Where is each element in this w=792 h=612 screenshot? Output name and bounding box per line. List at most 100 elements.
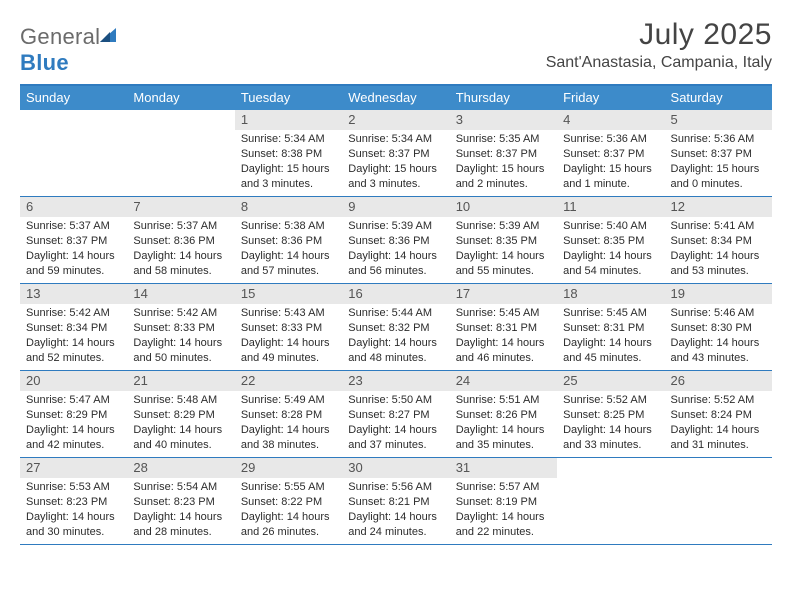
day-body: Sunrise: 5:42 AMSunset: 8:33 PMDaylight:…	[127, 304, 234, 369]
day-sunset: Sunset: 8:37 PM	[671, 147, 766, 162]
day-cell: 5Sunrise: 5:36 AMSunset: 8:37 PMDaylight…	[665, 110, 772, 196]
day-body: Sunrise: 5:41 AMSunset: 8:34 PMDaylight:…	[665, 217, 772, 282]
day-body: Sunrise: 5:34 AMSunset: 8:38 PMDaylight:…	[235, 130, 342, 195]
day-daylight2: and 0 minutes.	[671, 177, 766, 192]
day-sunset: Sunset: 8:23 PM	[26, 495, 121, 510]
day-daylight2: and 45 minutes.	[563, 351, 658, 366]
day-number: 26	[665, 371, 772, 391]
day-cell: 18Sunrise: 5:45 AMSunset: 8:31 PMDayligh…	[557, 284, 664, 370]
day-daylight2: and 54 minutes.	[563, 264, 658, 279]
day-cell: 29Sunrise: 5:55 AMSunset: 8:22 PMDayligh…	[235, 458, 342, 544]
day-cell: 17Sunrise: 5:45 AMSunset: 8:31 PMDayligh…	[450, 284, 557, 370]
day-sunset: Sunset: 8:37 PM	[563, 147, 658, 162]
day-daylight2: and 24 minutes.	[348, 525, 443, 540]
title-block: July 2025 Sant'Anastasia, Campania, Ital…	[546, 18, 772, 72]
day-sunset: Sunset: 8:34 PM	[26, 321, 121, 336]
day-body: Sunrise: 5:42 AMSunset: 8:34 PMDaylight:…	[20, 304, 127, 369]
day-sunrise: Sunrise: 5:48 AM	[133, 393, 228, 408]
day-number: 12	[665, 197, 772, 217]
day-body: Sunrise: 5:35 AMSunset: 8:37 PMDaylight:…	[450, 130, 557, 195]
day-daylight2: and 53 minutes.	[671, 264, 766, 279]
day-cell: 8Sunrise: 5:38 AMSunset: 8:36 PMDaylight…	[235, 197, 342, 283]
day-cell: 12Sunrise: 5:41 AMSunset: 8:34 PMDayligh…	[665, 197, 772, 283]
day-sunset: Sunset: 8:29 PM	[26, 408, 121, 423]
day-daylight1: Daylight: 14 hours	[133, 249, 228, 264]
day-cell	[665, 458, 772, 544]
day-sunrise: Sunrise: 5:44 AM	[348, 306, 443, 321]
day-number: 1	[235, 110, 342, 130]
day-cell	[557, 458, 664, 544]
day-daylight1: Daylight: 14 hours	[671, 423, 766, 438]
day-sunset: Sunset: 8:35 PM	[563, 234, 658, 249]
day-body: Sunrise: 5:34 AMSunset: 8:37 PMDaylight:…	[342, 130, 449, 195]
day-daylight1: Daylight: 15 hours	[671, 162, 766, 177]
day-daylight2: and 33 minutes.	[563, 438, 658, 453]
day-body: Sunrise: 5:51 AMSunset: 8:26 PMDaylight:…	[450, 391, 557, 456]
day-sunrise: Sunrise: 5:34 AM	[348, 132, 443, 147]
day-daylight1: Daylight: 14 hours	[456, 336, 551, 351]
day-cell: 23Sunrise: 5:50 AMSunset: 8:27 PMDayligh…	[342, 371, 449, 457]
week-row: 1Sunrise: 5:34 AMSunset: 8:38 PMDaylight…	[20, 110, 772, 197]
day-cell: 2Sunrise: 5:34 AMSunset: 8:37 PMDaylight…	[342, 110, 449, 196]
day-sunrise: Sunrise: 5:38 AM	[241, 219, 336, 234]
day-daylight2: and 35 minutes.	[456, 438, 551, 453]
dayofweek-cell: Thursday	[450, 86, 557, 110]
day-sunset: Sunset: 8:33 PM	[133, 321, 228, 336]
day-number: 14	[127, 284, 234, 304]
header: GeneralBlue July 2025 Sant'Anastasia, Ca…	[20, 18, 772, 76]
day-number: 17	[450, 284, 557, 304]
day-sunset: Sunset: 8:31 PM	[563, 321, 658, 336]
page-subtitle: Sant'Anastasia, Campania, Italy	[546, 54, 772, 72]
day-number: 29	[235, 458, 342, 478]
week-row: 27Sunrise: 5:53 AMSunset: 8:23 PMDayligh…	[20, 458, 772, 545]
day-sunset: Sunset: 8:29 PM	[133, 408, 228, 423]
day-sunrise: Sunrise: 5:35 AM	[456, 132, 551, 147]
day-daylight1: Daylight: 14 hours	[133, 510, 228, 525]
day-number: 11	[557, 197, 664, 217]
day-body: Sunrise: 5:57 AMSunset: 8:19 PMDaylight:…	[450, 478, 557, 543]
day-sunrise: Sunrise: 5:34 AM	[241, 132, 336, 147]
day-daylight1: Daylight: 14 hours	[241, 336, 336, 351]
day-sunset: Sunset: 8:36 PM	[133, 234, 228, 249]
day-body: Sunrise: 5:52 AMSunset: 8:24 PMDaylight:…	[665, 391, 772, 456]
day-body: Sunrise: 5:37 AMSunset: 8:37 PMDaylight:…	[20, 217, 127, 282]
day-cell: 21Sunrise: 5:48 AMSunset: 8:29 PMDayligh…	[127, 371, 234, 457]
day-daylight1: Daylight: 14 hours	[26, 423, 121, 438]
day-daylight2: and 30 minutes.	[26, 525, 121, 540]
day-daylight2: and 1 minute.	[563, 177, 658, 192]
day-body: Sunrise: 5:40 AMSunset: 8:35 PMDaylight:…	[557, 217, 664, 282]
day-daylight2: and 43 minutes.	[671, 351, 766, 366]
day-daylight2: and 3 minutes.	[241, 177, 336, 192]
day-cell: 30Sunrise: 5:56 AMSunset: 8:21 PMDayligh…	[342, 458, 449, 544]
day-sunrise: Sunrise: 5:52 AM	[671, 393, 766, 408]
day-body: Sunrise: 5:54 AMSunset: 8:23 PMDaylight:…	[127, 478, 234, 543]
day-cell: 25Sunrise: 5:52 AMSunset: 8:25 PMDayligh…	[557, 371, 664, 457]
day-number: 18	[557, 284, 664, 304]
day-cell: 4Sunrise: 5:36 AMSunset: 8:37 PMDaylight…	[557, 110, 664, 196]
day-number: 2	[342, 110, 449, 130]
day-number: 6	[20, 197, 127, 217]
day-body: Sunrise: 5:50 AMSunset: 8:27 PMDaylight:…	[342, 391, 449, 456]
day-daylight2: and 58 minutes.	[133, 264, 228, 279]
day-sunset: Sunset: 8:32 PM	[348, 321, 443, 336]
weeks-container: 1Sunrise: 5:34 AMSunset: 8:38 PMDaylight…	[20, 110, 772, 545]
day-body: Sunrise: 5:44 AMSunset: 8:32 PMDaylight:…	[342, 304, 449, 369]
day-sunset: Sunset: 8:34 PM	[671, 234, 766, 249]
day-daylight1: Daylight: 14 hours	[241, 510, 336, 525]
logo: GeneralBlue	[20, 18, 118, 76]
day-sunrise: Sunrise: 5:51 AM	[456, 393, 551, 408]
day-daylight2: and 31 minutes.	[671, 438, 766, 453]
day-daylight1: Daylight: 15 hours	[563, 162, 658, 177]
day-cell: 1Sunrise: 5:34 AMSunset: 8:38 PMDaylight…	[235, 110, 342, 196]
day-sunrise: Sunrise: 5:39 AM	[348, 219, 443, 234]
logo-text-blue: Blue	[20, 50, 69, 75]
day-number: 3	[450, 110, 557, 130]
day-cell: 24Sunrise: 5:51 AMSunset: 8:26 PMDayligh…	[450, 371, 557, 457]
day-cell: 31Sunrise: 5:57 AMSunset: 8:19 PMDayligh…	[450, 458, 557, 544]
day-daylight1: Daylight: 14 hours	[26, 249, 121, 264]
day-number: 31	[450, 458, 557, 478]
day-number: 10	[450, 197, 557, 217]
day-daylight1: Daylight: 14 hours	[671, 249, 766, 264]
day-cell: 10Sunrise: 5:39 AMSunset: 8:35 PMDayligh…	[450, 197, 557, 283]
day-sunset: Sunset: 8:33 PM	[241, 321, 336, 336]
